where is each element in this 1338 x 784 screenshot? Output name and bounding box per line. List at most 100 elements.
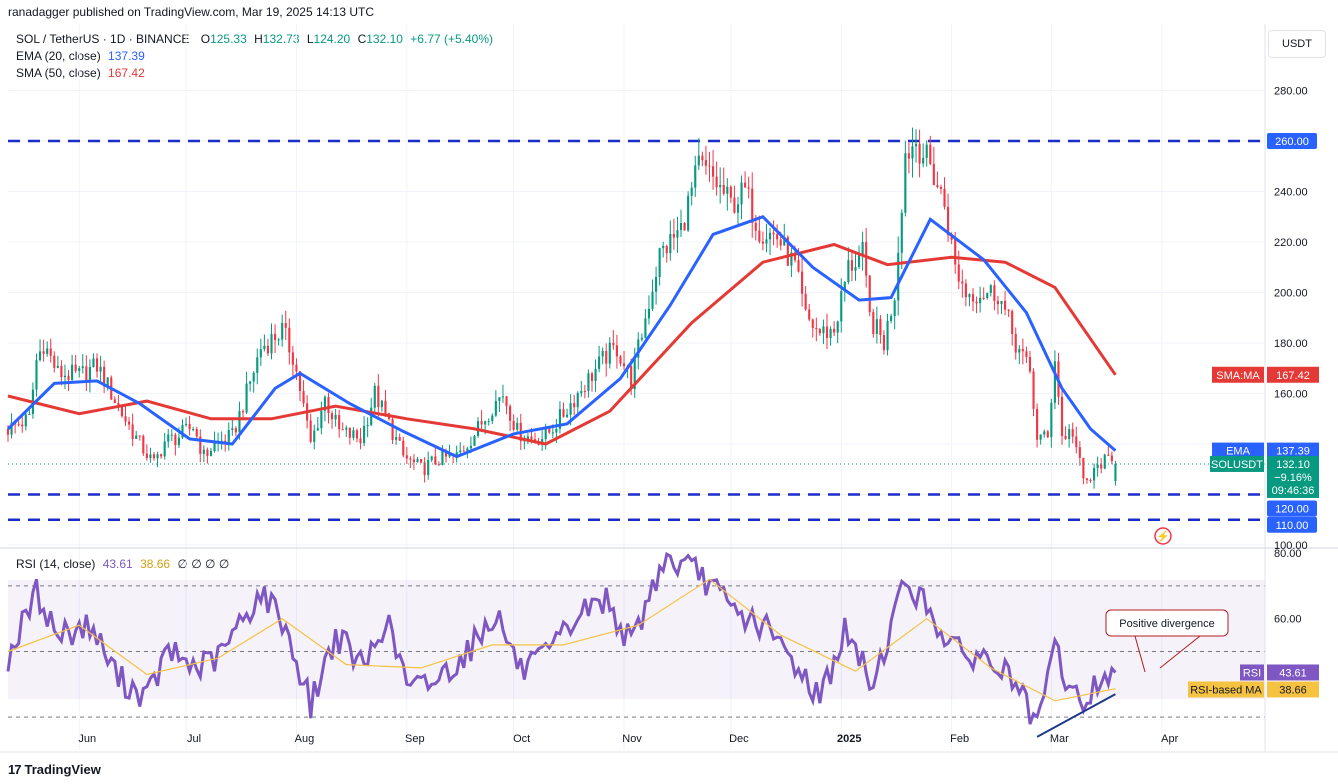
rsi-band-fill (8, 580, 1265, 699)
candle-body (309, 420, 312, 442)
candle-body (868, 275, 871, 313)
candle-body (17, 424, 20, 426)
candle-body (466, 448, 469, 451)
tradingview-logo-icon: 17 (8, 762, 22, 777)
candle-body (986, 292, 989, 299)
candle-body (726, 186, 729, 194)
candle-body (71, 364, 74, 381)
candle-body (135, 435, 138, 439)
candle-body (669, 234, 672, 254)
candle-body (751, 188, 754, 223)
candle-body (1032, 371, 1035, 409)
candle-body (555, 428, 558, 433)
rsi-label-value-bg (1267, 664, 1319, 681)
rsi-legend[interactable]: RSI (14, close) 43.61 38.66 ∅ ∅ ∅ ∅ (16, 557, 233, 571)
candle-body (152, 454, 156, 459)
candle-body (989, 285, 992, 293)
candle-body (6, 428, 10, 435)
ema-legend-value: 137.39 (108, 49, 145, 63)
sma-price-label-value-bg (1267, 366, 1319, 383)
price-tick-label: 220.00 (1274, 237, 1308, 249)
candle-body (708, 165, 711, 167)
candle-body (640, 337, 643, 340)
candle-body (615, 345, 618, 357)
candle-body (1014, 334, 1017, 353)
candle-body (149, 454, 152, 459)
candle-body (1107, 454, 1110, 456)
currency-button[interactable]: USDT (1268, 30, 1326, 58)
candle-body (729, 186, 732, 198)
candle-body (437, 464, 440, 466)
candle-body (687, 195, 690, 231)
candle-body (245, 383, 248, 413)
candle-body (92, 358, 95, 368)
candle-body (861, 242, 864, 256)
candle-body (124, 416, 127, 422)
symbol-title: SOL / TetherUS · 1D · BINANCE (16, 32, 190, 46)
candle-body (469, 445, 472, 449)
candle-body (188, 423, 191, 430)
candle-body (484, 421, 487, 425)
candle-body (1039, 434, 1042, 440)
candle-body (327, 396, 330, 414)
candle-body (801, 271, 804, 294)
time-tick-label: Jul (187, 733, 201, 745)
candle-body (968, 294, 971, 298)
candle-body (291, 352, 294, 365)
candle-body (1075, 436, 1078, 448)
level-label-bg (1267, 133, 1317, 149)
candle-body (412, 459, 416, 463)
time-tick-label: Jun (78, 733, 96, 745)
candle-body (42, 351, 45, 354)
candle-body (736, 204, 740, 213)
symbol-price-name: SOLUSDT (1211, 459, 1263, 471)
candle-body (131, 424, 134, 439)
candle-body (60, 365, 63, 378)
candle-body (697, 155, 700, 166)
footer-brand[interactable]: 17 TradingView (8, 762, 101, 777)
candle-body (551, 432, 554, 434)
candle-body (594, 368, 597, 381)
candle-body (790, 252, 793, 266)
candle-body (338, 415, 341, 430)
candle-body (630, 366, 633, 390)
candle-body (227, 430, 230, 444)
candle-body (854, 266, 857, 271)
candle-body (117, 402, 120, 406)
divergence-trendline (1036, 693, 1116, 738)
candle-body (804, 293, 807, 310)
candle-body (658, 248, 661, 277)
candle-body (181, 425, 184, 438)
candle-body (943, 188, 946, 207)
candle-body (1064, 435, 1067, 440)
candle-body (256, 357, 259, 373)
level-label-bg (1267, 516, 1317, 533)
candle-body (249, 381, 252, 384)
candle-body (316, 428, 319, 431)
candle-body (1028, 356, 1032, 372)
sma-price-label-name: SMA:MA (1216, 370, 1260, 382)
price-tick-label: 160.00 (1274, 389, 1308, 401)
candle-body (950, 235, 953, 240)
candle-body (779, 239, 782, 246)
candle-body (380, 400, 383, 408)
candle-body (1025, 351, 1028, 357)
candle-body (797, 260, 800, 272)
candle-body (234, 428, 237, 433)
candle-body (1110, 455, 1113, 462)
candle-body (890, 316, 893, 321)
candle-body (391, 418, 394, 440)
rsi-label-name: RSI (1243, 667, 1261, 679)
high-value: 132.73 (262, 32, 300, 46)
candle-body (266, 345, 270, 354)
axes: 100.00 160.00 180.00 200.00 220.00 240.00 280.… (0, 24, 1338, 753)
candle-body (601, 350, 604, 357)
candle-body (925, 144, 928, 158)
candle-body (103, 366, 106, 387)
candle-body (487, 421, 490, 423)
candle-body (416, 459, 419, 463)
symbol-legend[interactable]: SOL / TetherUS · 1D · BINANCE O125.33 H1… (16, 32, 497, 46)
candle-body (284, 322, 287, 328)
candle-body (1000, 300, 1003, 305)
